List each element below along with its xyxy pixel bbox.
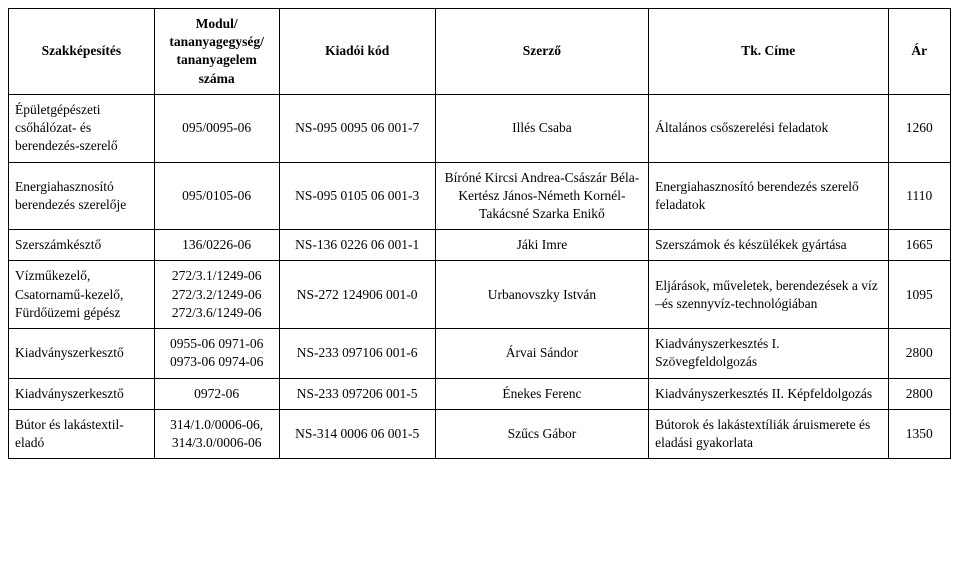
cell-ar: 1110 [888, 162, 951, 230]
cell-szak: Kiadványszerkesztő [9, 329, 155, 378]
cell-modul: 314/1.0/0006-06, 314/3.0/0006-06 [154, 409, 279, 458]
cell-szerzo: Énekes Ferenc [435, 378, 648, 409]
cell-cime: Általános csőszerelési feladatok [649, 94, 888, 162]
table-header-row: Szakképesítés Modul/ tananyagegység/ tan… [9, 9, 951, 95]
cell-kiado: NS-272 124906 001-0 [279, 261, 435, 329]
cell-ar: 1665 [888, 230, 951, 261]
cell-szerzo: Árvai Sándor [435, 329, 648, 378]
col-header-szerzo: Szerző [435, 9, 648, 95]
cell-ar: 2800 [888, 329, 951, 378]
cell-kiado: NS-136 0226 06 001-1 [279, 230, 435, 261]
table-row: Energiahasznosító berendezés szerelője 0… [9, 162, 951, 230]
cell-cime: Bútorok és lakástextíliák áruismerete és… [649, 409, 888, 458]
cell-szerzo: Illés Csaba [435, 94, 648, 162]
cell-modul: 095/0095-06 [154, 94, 279, 162]
cell-szak: Kiadványszerkesztő [9, 378, 155, 409]
cell-ar: 1350 [888, 409, 951, 458]
table-row: Kiadványszerkesztő 0955-06 0971-06 0973-… [9, 329, 951, 378]
cell-modul: 0972-06 [154, 378, 279, 409]
cell-ar: 1095 [888, 261, 951, 329]
cell-szak: Energiahasznosító berendezés szerelője [9, 162, 155, 230]
cell-ar: 1260 [888, 94, 951, 162]
table-row: Szerszámkésztő 136/0226-06 NS-136 0226 0… [9, 230, 951, 261]
col-header-modul: Modul/ tananyagegység/ tananyagelem szám… [154, 9, 279, 95]
cell-cime: Szerszámok és készülékek gyártása [649, 230, 888, 261]
cell-kiado: NS-095 0105 06 001-3 [279, 162, 435, 230]
cell-szak: Szerszámkésztő [9, 230, 155, 261]
cell-cime: Energiahasznosító berendezés szerelő fel… [649, 162, 888, 230]
col-header-cime: Tk. Címe [649, 9, 888, 95]
qualifications-table: Szakképesítés Modul/ tananyagegység/ tan… [8, 8, 951, 459]
table-row: Bútor és lakástextil-eladó 314/1.0/0006-… [9, 409, 951, 458]
cell-szerzo: Urbanovszky István [435, 261, 648, 329]
cell-kiado: NS-233 097206 001-5 [279, 378, 435, 409]
table-row: Épületgépészeti csőhálózat- és berendezé… [9, 94, 951, 162]
cell-modul: 095/0105-06 [154, 162, 279, 230]
col-header-szak: Szakképesítés [9, 9, 155, 95]
table-row: Kiadványszerkesztő 0972-06 NS-233 097206… [9, 378, 951, 409]
cell-cime: Kiadványszerkesztés II. Képfeldolgozás [649, 378, 888, 409]
cell-modul: 136/0226-06 [154, 230, 279, 261]
cell-modul: 272/3.1/1249-06 272/3.2/1249-06 272/3.6/… [154, 261, 279, 329]
cell-cime: Kiadványszerkesztés I. Szövegfeldolgozás [649, 329, 888, 378]
cell-szerzo: Bíróné Kircsi Andrea-Császár Béla-Kertés… [435, 162, 648, 230]
cell-modul: 0955-06 0971-06 0973-06 0974-06 [154, 329, 279, 378]
cell-ar: 2800 [888, 378, 951, 409]
table-row: Vízműkezelő, Csatornamű-kezelő, Fürdőüze… [9, 261, 951, 329]
cell-szak: Épületgépészeti csőhálózat- és berendezé… [9, 94, 155, 162]
cell-kiado: NS-095 0095 06 001-7 [279, 94, 435, 162]
cell-kiado: NS-233 097106 001-6 [279, 329, 435, 378]
cell-szerzo: Jáki Imre [435, 230, 648, 261]
cell-szak: Bútor és lakástextil-eladó [9, 409, 155, 458]
cell-szerzo: Szűcs Gábor [435, 409, 648, 458]
cell-szak: Vízműkezelő, Csatornamű-kezelő, Fürdőüze… [9, 261, 155, 329]
col-header-ar: Ár [888, 9, 951, 95]
col-header-kiado: Kiadói kód [279, 9, 435, 95]
cell-cime: Eljárások, műveletek, berendezések a víz… [649, 261, 888, 329]
cell-kiado: NS-314 0006 06 001-5 [279, 409, 435, 458]
